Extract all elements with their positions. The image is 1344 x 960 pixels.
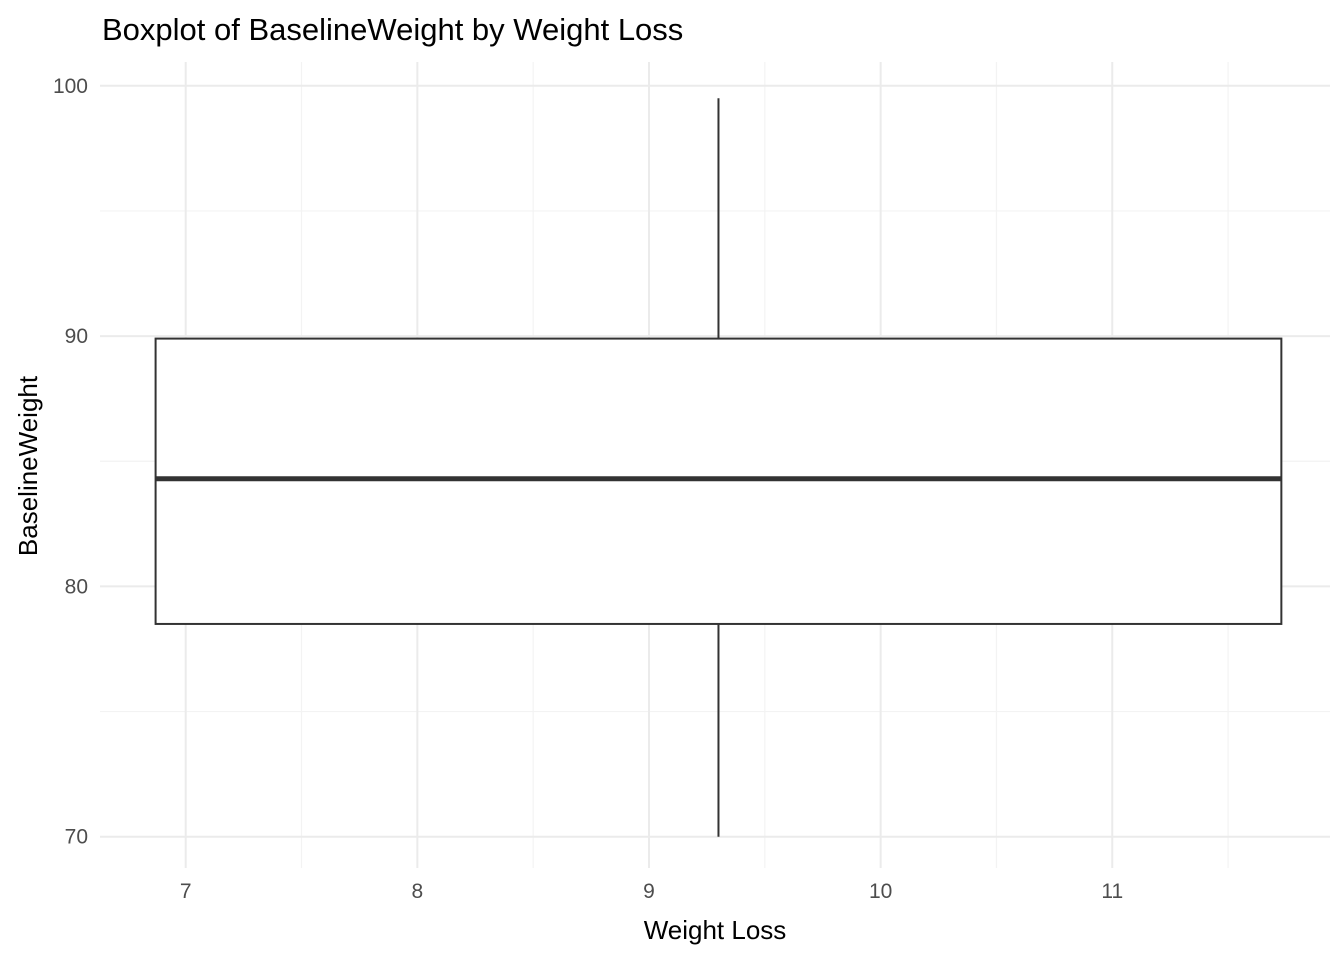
x-tick-label: 9 bbox=[643, 880, 655, 903]
iqr-box bbox=[154, 337, 1283, 625]
x-tick-label: 10 bbox=[869, 880, 892, 903]
y-tick-label: 100 bbox=[53, 75, 88, 98]
chart-title: Boxplot of BaselineWeight by Weight Loss bbox=[102, 12, 683, 47]
tick-labels: 7 8 9 10 11 70 80 90 100 bbox=[53, 75, 1123, 903]
x-tick-label: 7 bbox=[180, 880, 192, 903]
x-tick-label: 11 bbox=[1101, 880, 1123, 903]
box-layer bbox=[154, 98, 1283, 837]
y-tick-label: 80 bbox=[65, 575, 88, 598]
x-tick-label: 8 bbox=[412, 880, 424, 903]
y-tick-label: 70 bbox=[65, 826, 88, 849]
y-axis-title: BaselineWeight bbox=[13, 375, 43, 556]
x-axis-title: Weight Loss bbox=[644, 915, 787, 945]
y-tick-label: 90 bbox=[65, 325, 88, 348]
